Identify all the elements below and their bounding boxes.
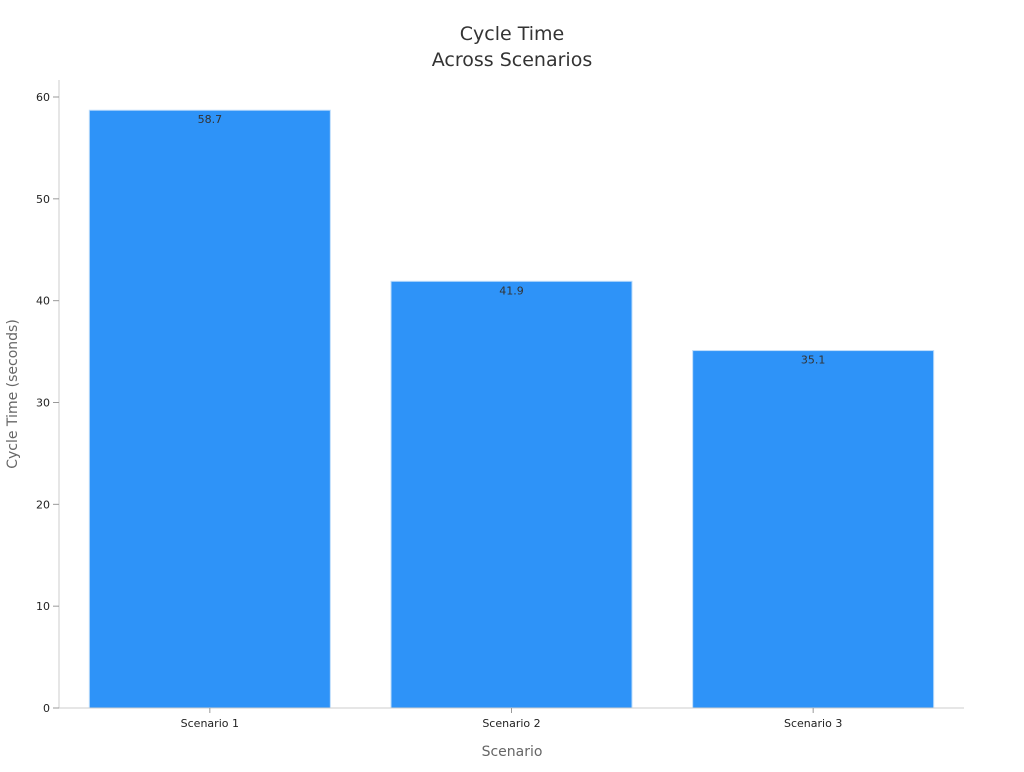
y-tick-label-50: 50 xyxy=(36,193,50,206)
chart-title-line-2: Across Scenarios xyxy=(432,49,592,71)
y-tick-label-60: 60 xyxy=(36,91,50,104)
x-tick-label-3: Scenario 3 xyxy=(784,717,842,730)
x-tick-label-1: Scenario 1 xyxy=(181,717,239,730)
x-axis-label: Scenario xyxy=(482,744,543,760)
y-tick-label-20: 20 xyxy=(36,498,50,511)
data-label-3: 35.1 xyxy=(801,354,826,367)
x-tick-label-2: Scenario 2 xyxy=(482,717,540,730)
y-tick-label-30: 30 xyxy=(36,397,50,410)
bar-1 xyxy=(88,109,331,709)
y-tick-label-40: 40 xyxy=(36,295,50,308)
bar-2 xyxy=(390,280,633,709)
y-tick-label-10: 10 xyxy=(36,600,50,613)
y-tick-label-0: 0 xyxy=(43,702,50,715)
data-label-1: 58.7 xyxy=(198,113,223,126)
chart-title-line-1: Cycle Time xyxy=(460,23,564,45)
y-axis-label: Cycle Time (seconds) xyxy=(5,319,21,469)
data-label-2: 41.9 xyxy=(499,284,524,297)
bar-3 xyxy=(692,350,935,709)
